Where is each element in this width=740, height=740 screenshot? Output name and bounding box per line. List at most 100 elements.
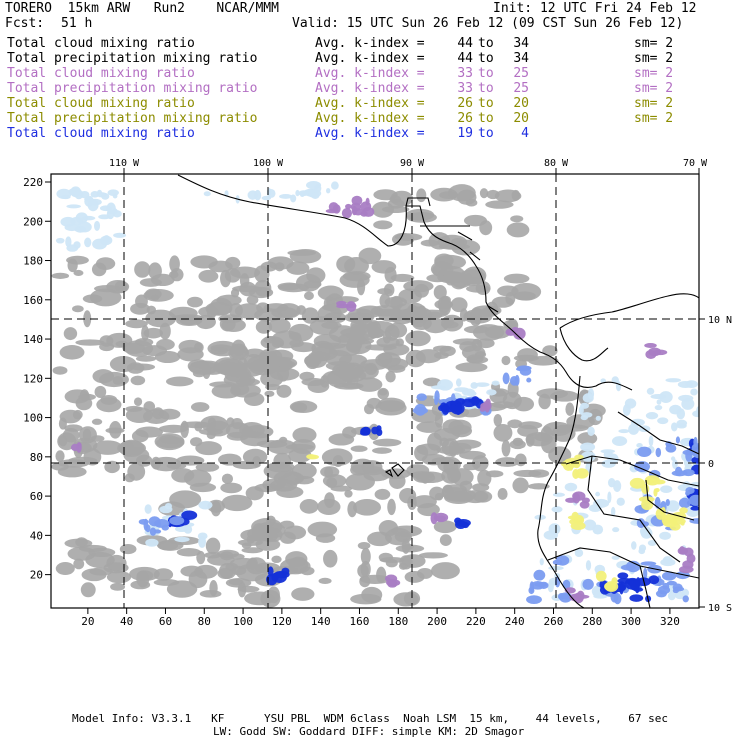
to-label: to — [478, 111, 494, 126]
y-tick-label: 80 — [30, 451, 43, 464]
lon-label: 70 W — [683, 158, 708, 169]
y-tick-label: 20 — [30, 569, 43, 582]
lat-lon-grid — [51, 174, 699, 608]
k-from: 33 — [457, 66, 473, 81]
y-tick-label: 100 — [23, 412, 43, 425]
x-tick-label: 200 — [427, 615, 447, 628]
forecast-hour: 51 h — [61, 16, 93, 31]
x-tick-label: 160 — [350, 615, 370, 628]
k-to: 25 — [513, 81, 529, 96]
x-tick-label: 40 — [120, 615, 133, 628]
x-tick-label: 60 — [159, 615, 172, 628]
x-tick-label: 180 — [388, 615, 408, 628]
smoothing-value: sm= 2 — [634, 111, 674, 126]
y-tick-label: 180 — [23, 255, 43, 268]
valid-time: Valid: 15 UTC Sun 26 Feb 12 (09 CST Sun … — [292, 16, 684, 31]
legend-row: Total cloud mixing ratio Avg. k-index = … — [7, 96, 707, 111]
field-name: Total cloud mixing ratio — [7, 36, 195, 51]
lon-ticks — [123, 168, 700, 174]
field-name: Total precipitation mixing ratio — [7, 51, 258, 66]
field-name: Total cloud mixing ratio — [7, 66, 195, 81]
legend-row: Total cloud mixing ratio Avg. k-index = … — [7, 66, 707, 81]
legend-row: Total cloud mixing ratio Avg. k-index = … — [7, 126, 707, 141]
x-tick-label: 280 — [582, 615, 602, 628]
model-title: TORERO 15km ARW Run2 NCAR/MMM — [5, 1, 279, 16]
to-label: to — [478, 36, 494, 51]
avg-k-index-label: Avg. k-index = — [315, 51, 425, 66]
x-tick-label: 20 — [81, 615, 94, 628]
k-from: 26 — [457, 96, 473, 111]
avg-k-index-label: Avg. k-index = — [315, 96, 425, 111]
avg-k-index-label: Avg. k-index = — [315, 66, 425, 81]
avg-k-index-label: Avg. k-index = — [315, 81, 425, 96]
k-to: 34 — [513, 36, 529, 51]
lon-label: 80 W — [544, 158, 569, 169]
model-info-line: Model Info: V3.3.1 KF YSU PBL WDM 6class… — [72, 712, 669, 725]
y-tick-label: 160 — [23, 294, 43, 307]
k-to: 4 — [521, 126, 529, 141]
legend-row: Total cloud mixing ratio Avg. k-index = … — [7, 36, 707, 51]
k-from: 44 — [457, 36, 473, 51]
x-tick-label: 80 — [198, 615, 211, 628]
smoothing-value: sm= 2 — [634, 51, 674, 66]
k-to: 20 — [513, 96, 529, 111]
y-tick-label: 40 — [30, 529, 43, 542]
k-from: 26 — [457, 111, 473, 126]
field-name: Total precipitation mixing ratio — [7, 81, 258, 96]
x-tick-label: 120 — [272, 615, 292, 628]
y-grid-index-axis: 220 200 180 160 140 120 100 80 60 40 20 — [23, 176, 51, 582]
physics-info-line: LW: Godd SW: Goddard DIFF: simple KM: 2D… — [213, 725, 525, 738]
smoothing-value: sm= 2 — [634, 81, 674, 96]
k-to: 25 — [513, 66, 529, 81]
forecast-label: Fcst: — [5, 16, 45, 31]
x-tick-label: 140 — [311, 615, 331, 628]
y-tick-label: 60 — [30, 490, 43, 503]
to-label: to — [478, 126, 494, 141]
x-tick-label: 220 — [466, 615, 486, 628]
y-tick-label: 120 — [23, 372, 43, 385]
lon-label: 100 W — [253, 158, 284, 169]
legend-row: Total precipitation mixing ratio Avg. k-… — [7, 51, 707, 66]
field-name: Total cloud mixing ratio — [7, 126, 195, 141]
to-label: to — [478, 66, 494, 81]
to-label: to — [478, 81, 494, 96]
colored-precip-field — [55, 181, 699, 605]
field-name: Total cloud mixing ratio — [7, 96, 195, 111]
init-time: Init: 12 UTC Fri 24 Feb 12 — [493, 1, 697, 16]
k-to: 34 — [513, 51, 529, 66]
y-tick-label: 220 — [23, 176, 43, 189]
x-tick-label: 320 — [660, 615, 680, 628]
y-tick-label: 140 — [23, 333, 43, 346]
k-to: 20 — [513, 111, 529, 126]
cloud-field-layer — [51, 174, 699, 608]
y-tick-label: 200 — [23, 215, 43, 228]
k-from: 44 — [457, 51, 473, 66]
map-frame — [50, 173, 700, 609]
lon-label: 110 W — [109, 158, 140, 169]
lon-label: 90 W — [400, 158, 425, 169]
x-tick-label: 260 — [544, 615, 564, 628]
smoothing-value: sm= 2 — [634, 96, 674, 111]
lat-label: 10 N — [708, 315, 732, 326]
to-label: to — [478, 51, 494, 66]
avg-k-index-label: Avg. k-index = — [315, 126, 425, 141]
lat-label: 10 S — [708, 603, 732, 614]
x-grid-index-axis: 20 40 60 80 100 120 140 160 180 200 220 240 260 280 30… — [81, 608, 680, 628]
k-from: 33 — [457, 81, 473, 96]
to-label: to — [478, 96, 494, 111]
field-name: Total precipitation mixing ratio — [7, 111, 258, 126]
lat-ticks — [699, 318, 705, 608]
k-from: 19 — [457, 126, 473, 141]
x-tick-label: 100 — [233, 615, 253, 628]
x-tick-label: 240 — [505, 615, 525, 628]
avg-k-index-label: Avg. k-index = — [315, 111, 425, 126]
x-tick-label: 300 — [621, 615, 641, 628]
smoothing-value: sm= 2 — [634, 36, 674, 51]
avg-k-index-label: Avg. k-index = — [315, 36, 425, 51]
forecast-map: 110 W 100 W 90 W 80 W 70 W 10 N 0 10 S 2… — [23, 158, 732, 628]
legend-row: Total precipitation mixing ratio Avg. k-… — [7, 81, 707, 96]
coastline — [177, 174, 699, 608]
lat-label: 0 — [708, 459, 714, 470]
smoothing-value: sm= 2 — [634, 66, 674, 81]
legend-row: Total precipitation mixing ratio Avg. k-… — [7, 111, 707, 126]
